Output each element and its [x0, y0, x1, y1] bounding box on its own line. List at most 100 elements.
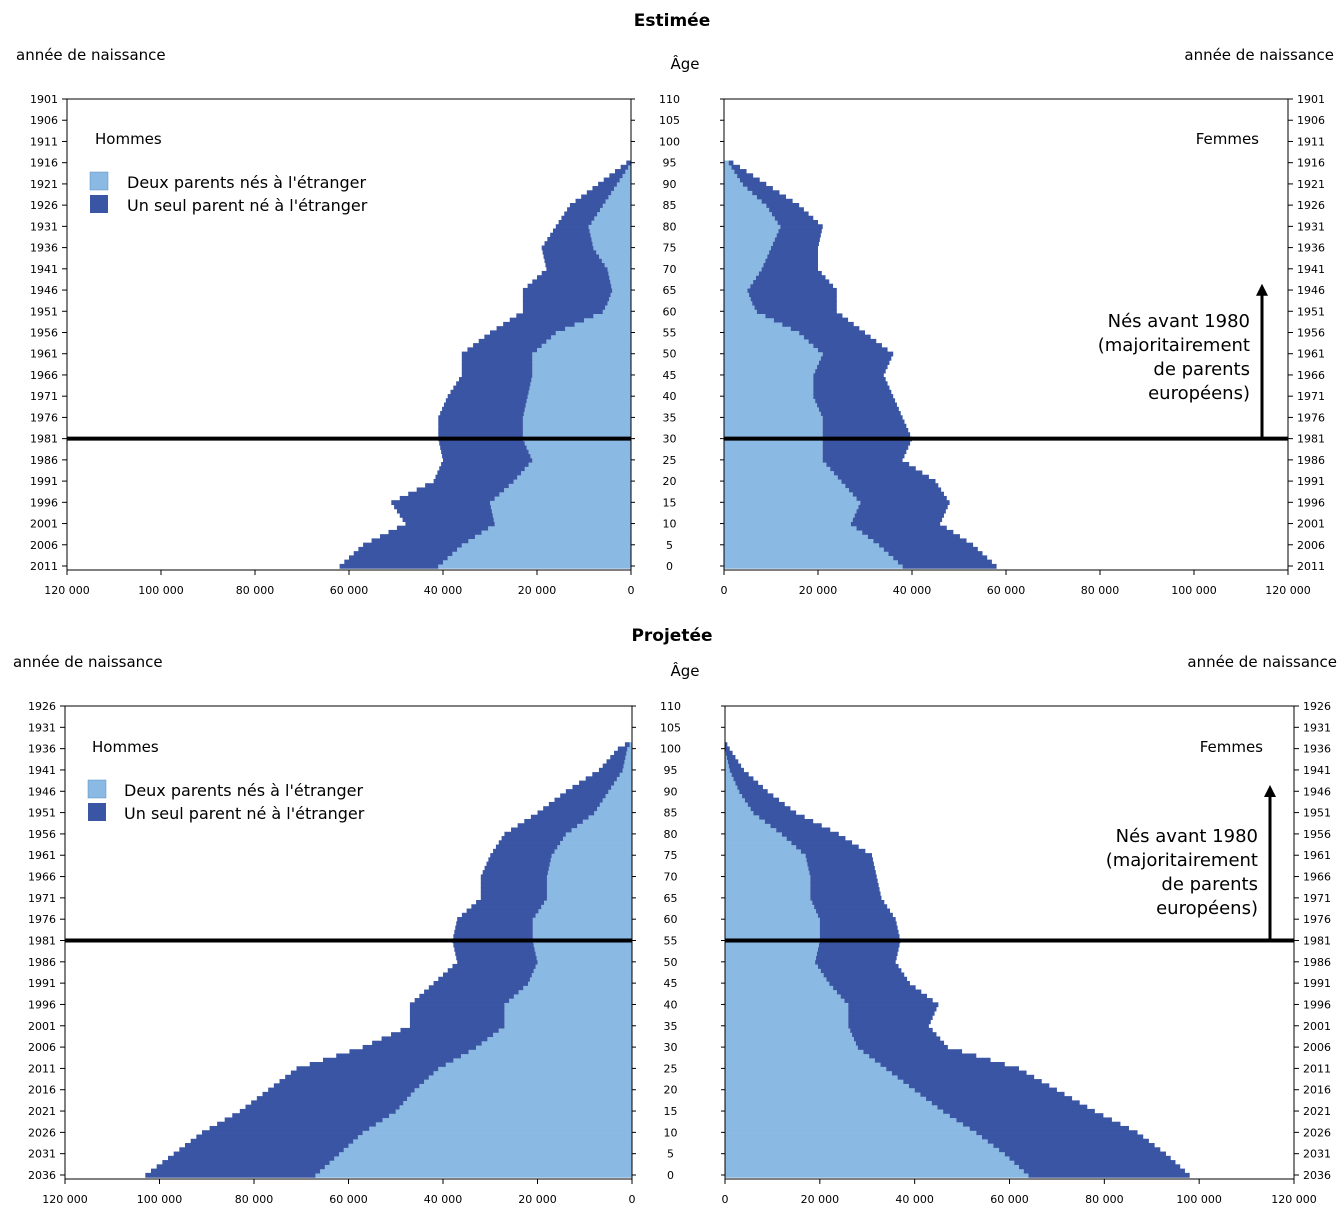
bar-men-two-parents-age-42 [529, 385, 631, 391]
bar-women-one-parent-age-40 [848, 1002, 939, 1008]
bar-men-one-parent-age-26 [309, 1062, 446, 1067]
bar-women-one-parent-age-53 [817, 946, 899, 952]
bar-men-one-parent-age-65 [480, 895, 547, 901]
age-tick-label: 90 [664, 785, 678, 798]
birth-year-tick-label-right: 1971 [1297, 390, 1325, 403]
bar-women-one-parent-age-6 [873, 538, 967, 544]
bar-men-two-parents-age-53 [546, 338, 631, 344]
bar-men-one-parent-age-3 [353, 551, 453, 556]
bar-men-one-parent-age-9 [396, 525, 489, 531]
bar-women-one-parent-age-3 [888, 551, 983, 556]
bar-men-one-parent-age-12 [399, 512, 493, 518]
bar-women-two-parents-age-40 [724, 394, 814, 399]
bar-women-one-parent-age-5 [1004, 1151, 1166, 1157]
bar-women-one-parent-age-27 [874, 1057, 991, 1063]
bar-women-one-parent-age-10 [850, 521, 941, 527]
bar-women-one-parent-age-76 [800, 848, 866, 854]
bar-men-two-parents-age-31 [481, 1040, 632, 1046]
bar-women-one-parent-age-95 [729, 767, 744, 773]
bar-men-two-parents-age-96 [623, 763, 633, 769]
bar-women-two-parents-age-11 [724, 517, 853, 523]
bar-women-two-parents-age-65 [724, 287, 748, 293]
bar-men-two-parents-age-3 [329, 1160, 632, 1165]
bar-women-two-parents-age-6 [725, 1147, 1000, 1153]
men-x-tick-label: 120 000 [44, 584, 90, 597]
bar-women-one-parent-age-24 [891, 1070, 1027, 1076]
men-x-tick-label: 0 [629, 1193, 636, 1206]
bar-men-one-parent-age-3 [162, 1160, 330, 1165]
bar-men-two-parents-age-91 [611, 784, 632, 790]
bar-men-two-parents-age-75 [551, 853, 632, 858]
bar-men-one-parent-age-69 [541, 270, 609, 276]
bar-women-two-parents-age-34 [724, 419, 823, 425]
note-arrow-head [1256, 283, 1268, 296]
bar-men-one-parent-age-49 [452, 963, 536, 969]
birth-year-tick-label-left: 2011 [30, 560, 58, 573]
bar-women-two-parents-age-45 [724, 372, 814, 378]
bar-women-two-parents-age-35 [725, 1023, 849, 1029]
birth-year-tick-label-right: 2011 [1303, 1062, 1331, 1075]
bar-women-two-parents-age-46 [724, 368, 816, 374]
bar-women-two-parents-age-16 [724, 495, 857, 501]
bar-men-one-parent-age-58 [455, 925, 533, 931]
bar-men-one-parent-age-75 [490, 853, 552, 858]
bar-women-two-parents-age-8 [725, 1138, 988, 1144]
bar-women-one-parent-age-55 [799, 330, 865, 336]
age-tick-label: 100 [659, 135, 680, 148]
bar-men-one-parent-age-23 [285, 1074, 429, 1080]
bar-women-one-parent-age-71 [809, 870, 876, 876]
birth-year-tick-label-left: 1991 [28, 977, 56, 990]
bar-men-two-parents-age-95 [622, 767, 632, 773]
bar-men-one-parent-age-39 [445, 398, 527, 404]
bar-women-one-parent-age-78 [791, 840, 853, 846]
bar-men-one-parent-age-82 [517, 823, 578, 829]
bar-women-one-parent-age-36 [820, 411, 901, 416]
bar-men-two-parents-age-88 [602, 797, 633, 803]
bar-women-one-parent-age-19 [845, 483, 939, 489]
bar-men-one-parent-age-22 [279, 1079, 425, 1084]
birth-year-tick-label-left: 1976 [28, 913, 56, 926]
birth-year-tick-label-right: 2031 [1303, 1148, 1331, 1161]
bar-men-one-parent-age-7 [185, 1143, 349, 1148]
section-title-estimee: Estimée [634, 11, 710, 31]
birth-year-tick-label-left: 2006 [30, 539, 58, 552]
bar-men-two-parents-age-34 [498, 1027, 632, 1033]
bar-women-two-parents-age-6 [724, 538, 874, 544]
bar-men-two-parents-age-13 [382, 1117, 632, 1123]
age-tick-label: 70 [663, 263, 677, 276]
bar-women-one-parent-age-58 [819, 925, 898, 931]
birth-year-tick-label-right: 1981 [1297, 433, 1325, 446]
birth-year-tick-label-right: 1946 [1303, 785, 1331, 798]
bar-women-two-parents-age-65 [725, 895, 811, 901]
bar-women-one-parent-age-18 [849, 487, 942, 493]
bar-men-one-parent-age-67 [532, 279, 611, 285]
birth-year-tick-label-right: 1951 [1303, 807, 1331, 820]
bar-men-two-parents-age-31 [522, 432, 631, 438]
bar-men-two-parents-age-87 [599, 801, 632, 807]
bar-men-one-parent-age-71 [545, 262, 605, 268]
bar-women-two-parents-age-67 [725, 887, 811, 893]
bar-women-one-parent-age-92 [735, 780, 759, 786]
bar-women-one-parent-age-74 [769, 249, 818, 255]
bar-women-two-parents-age-80 [725, 831, 782, 837]
age-tick-label: 45 [663, 369, 677, 382]
bar-women-one-parent-age-63 [750, 296, 837, 302]
bar-men-one-parent-age-27 [441, 449, 529, 455]
bar-men-one-parent-age-37 [442, 406, 525, 412]
men-x-tick-label: 20 000 [518, 584, 557, 597]
bar-men-one-parent-age-34 [400, 1027, 499, 1033]
bar-men-two-parents-age-82 [594, 215, 631, 221]
bar-men-one-parent-age-78 [550, 232, 591, 238]
bar-men-one-parent-age-10 [405, 521, 495, 527]
bar-women-one-parent-age-69 [810, 878, 878, 884]
bar-men-two-parents-age-28 [460, 1053, 632, 1059]
bar-men-one-parent-age-95 [598, 767, 623, 773]
age-tick-label: 75 [664, 849, 678, 862]
bar-women-two-parents-age-94 [725, 772, 732, 777]
note2-line-4: européens) [1156, 898, 1258, 919]
bar-men-one-parent-age-61 [522, 304, 606, 310]
bar-women-one-parent-age-31 [822, 432, 911, 438]
bar-women-one-parent-age-94 [731, 164, 740, 170]
bar-women-one-parent-age-69 [758, 270, 822, 276]
